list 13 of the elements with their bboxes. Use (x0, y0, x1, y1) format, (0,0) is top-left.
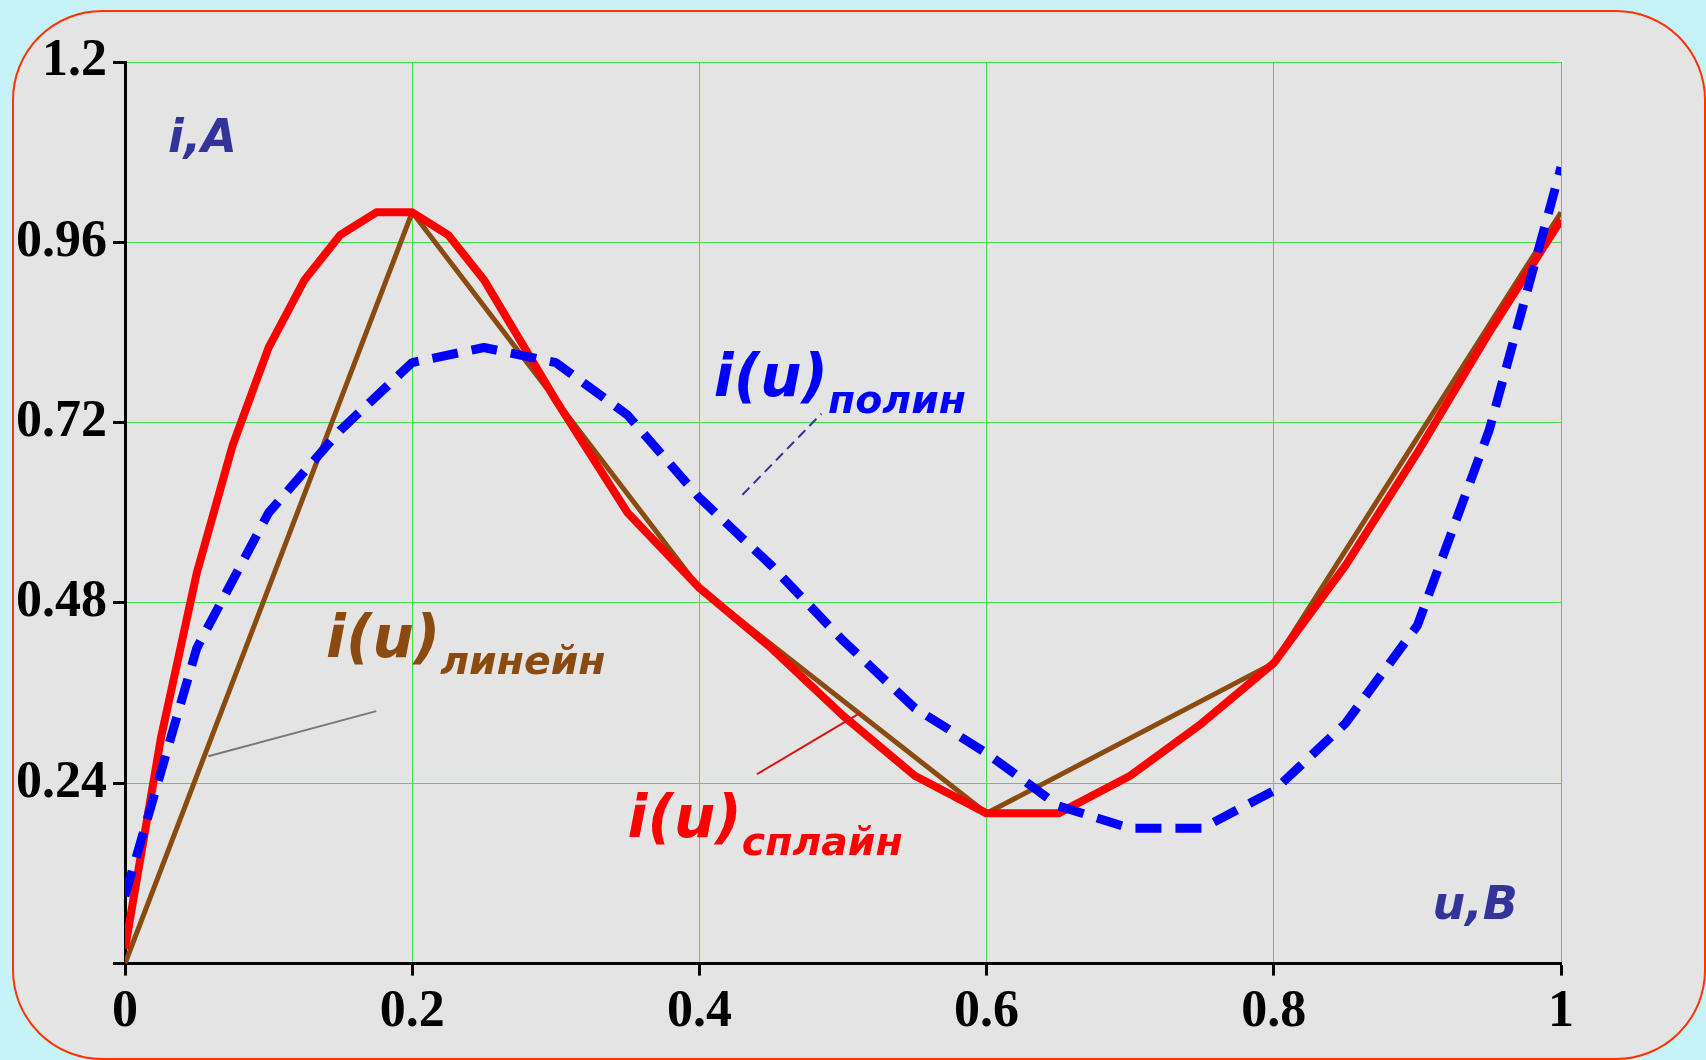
y-tick-label: 0.72 (16, 390, 107, 448)
y-tick-label: 1.2 (42, 29, 107, 87)
x-axis-title: u,B (1432, 875, 1518, 930)
x-tick-label: 0.8 (1241, 980, 1307, 1038)
y-tick-label: 0.96 (16, 209, 107, 267)
y-tick-label: 0.48 (16, 570, 107, 628)
y-axis-title: i,A (168, 109, 237, 164)
y-tick-label: 0.24 (16, 750, 107, 808)
x-tick-label: 0.4 (666, 980, 732, 1038)
x-tick-label: 1 (1548, 980, 1574, 1038)
x-tick-label: 0 (112, 980, 138, 1038)
x-tick-label: 0.2 (379, 980, 445, 1038)
x-tick-label: 0.6 (954, 980, 1020, 1038)
